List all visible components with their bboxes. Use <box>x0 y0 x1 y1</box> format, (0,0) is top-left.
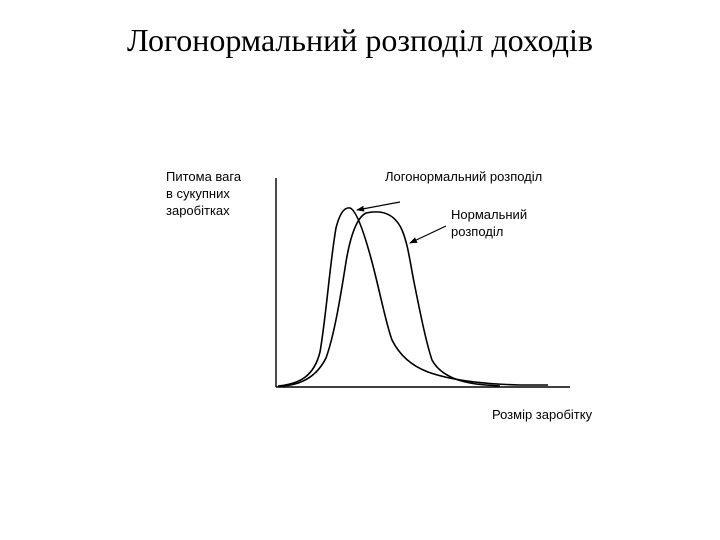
lognormal-curve <box>277 207 548 387</box>
normal-curve-label: Нормальний розподіл <box>451 206 527 240</box>
normal-curve-label-line-2: розподіл <box>451 224 504 239</box>
x-axis-label: Розмір заробітку <box>492 407 593 422</box>
y-axis-label: Питома вага в сукупних заробітках <box>166 168 241 219</box>
y-axis-label-line-1: Питома вага <box>166 169 242 184</box>
lognormal-curve-label: Логонормальний розподіл <box>385 169 543 184</box>
normal-pointer-arrow <box>409 225 447 244</box>
slide-title: Логонормальний розподіл доходів <box>127 22 593 58</box>
normal-curve <box>281 211 501 387</box>
lognormal-pointer-arrow <box>356 201 401 212</box>
y-axis-label-line-3: заробітках <box>166 203 230 218</box>
normal-curve-label-line-1: Нормальний <box>451 207 528 222</box>
y-axis-label-line-2: в сукупних <box>166 186 230 201</box>
